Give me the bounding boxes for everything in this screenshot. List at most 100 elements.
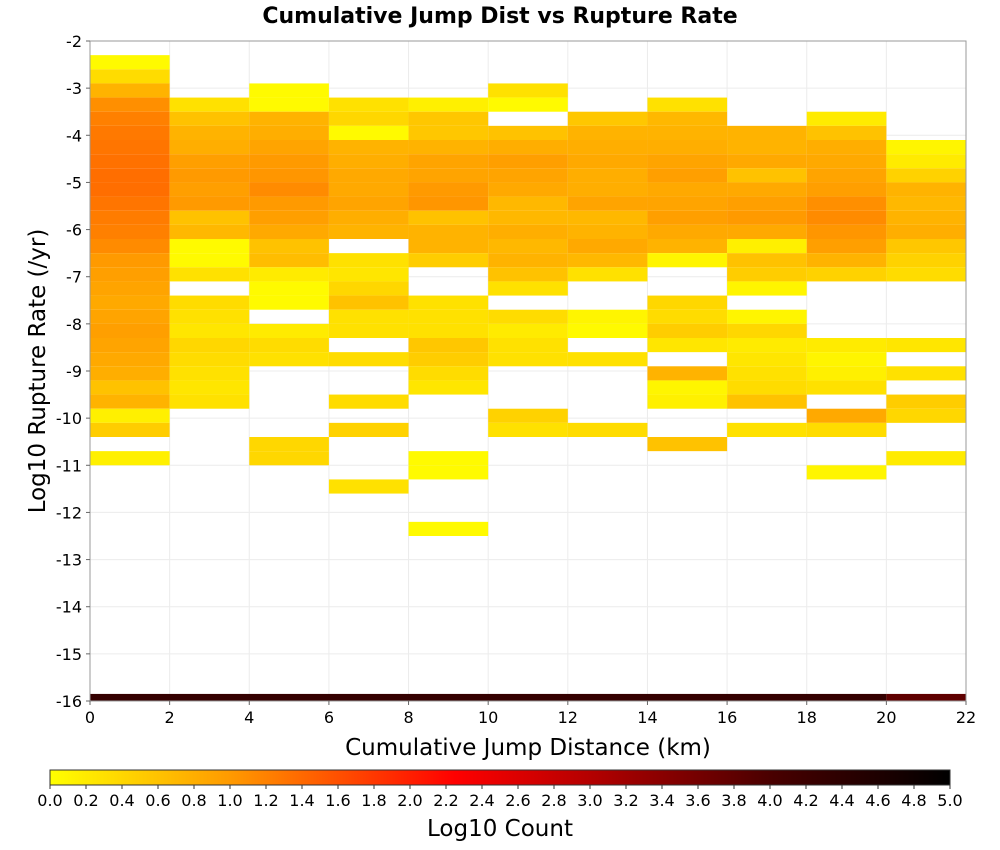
heatmap-cell: [806, 111, 887, 126]
heatmap-cell: [90, 140, 170, 155]
colorbar-tick-label: 1.4: [289, 791, 314, 810]
heatmap-cell: [806, 224, 887, 239]
heatmap-cell: [249, 323, 329, 338]
heatmap-cell: [90, 210, 170, 225]
heatmap-cell: [886, 168, 966, 183]
colorbar-tick-label: 2.0: [397, 791, 422, 810]
heatmap-cell: [169, 210, 250, 225]
heatmap-cell: [727, 125, 807, 140]
heatmap-cell: [90, 97, 170, 112]
heatmap-cell: [806, 408, 887, 423]
heatmap-cell: [886, 394, 966, 409]
x-tick-label: 0: [85, 708, 95, 727]
heatmap-cell: [328, 394, 409, 409]
heatmap-cell: [90, 267, 170, 282]
heatmap-cell: [90, 111, 170, 126]
heatmap-cell: [169, 338, 250, 353]
heatmap-cells: [90, 55, 966, 701]
heatmap-cell: [886, 253, 966, 268]
heatmap-cell: [249, 154, 329, 169]
colorbar-tick-label: 4.6: [865, 791, 890, 810]
heatmap-cell: [169, 140, 250, 155]
colorbar-tick-label: 4.8: [901, 791, 926, 810]
heatmap-cell: [806, 168, 887, 183]
heatmap-cell: [408, 380, 489, 395]
heatmap-cell: [647, 295, 728, 310]
heatmap-cell: [567, 323, 648, 338]
heatmap-cell: [727, 182, 807, 197]
heatmap-cell: [169, 366, 250, 381]
heatmap-cell: [647, 125, 728, 140]
heatmap-cell: [328, 323, 409, 338]
heatmap-cell: [90, 253, 170, 268]
heatmap-cell: [806, 352, 887, 367]
heatmap-cell: [249, 437, 329, 452]
colorbar-tick-label: 4.2: [793, 791, 818, 810]
colorbar-tick-label: 1.8: [361, 791, 386, 810]
y-tick-label: -3: [66, 79, 82, 98]
heatmap-cell: [567, 125, 648, 140]
heatmap-cell: [727, 422, 807, 437]
heatmap-cell: [90, 281, 170, 296]
heatmap-cell: [90, 366, 170, 381]
heatmap-cell: [408, 352, 489, 367]
heatmap-cell: [806, 125, 887, 140]
heatmap-cell: [647, 253, 728, 268]
heatmap-cell: [806, 465, 887, 480]
colorbar-label: Log10 Count: [427, 816, 573, 842]
heatmap-cell: [567, 267, 648, 282]
heatmap-cell: [727, 168, 807, 183]
heatmap-cell: [249, 182, 329, 197]
heatmap-cell: [90, 182, 170, 197]
heatmap-cell: [408, 111, 489, 126]
heatmap-cell: [647, 309, 728, 324]
heatmap-cell: [169, 295, 250, 310]
colorbar-tick-label: 2.8: [541, 791, 566, 810]
heatmap-cell: [727, 196, 807, 211]
heatmap-cell: [886, 366, 966, 381]
heatmap-cell: [90, 239, 170, 254]
heatmap-cell: [727, 338, 807, 353]
y-axis: -2 -3 -4 -5 -6 -7 -8 -9 -10 -11 -12 -13 -14 -15 -16: [56, 32, 90, 711]
heatmap-cell: [647, 196, 728, 211]
y-tick-label: -14: [56, 598, 82, 617]
heatmap-cell: [886, 451, 966, 466]
heatmap-cell: [328, 125, 409, 140]
heatmap-cell: [249, 338, 329, 353]
heatmap-cell: [328, 281, 409, 296]
heatmap-cell: [488, 182, 568, 197]
heatmap-cell: [647, 380, 728, 395]
heatmap-cell: [169, 239, 250, 254]
heatmap-cell: [328, 168, 409, 183]
colorbar-tick-label: 2.4: [469, 791, 494, 810]
heatmap-cell: [727, 352, 807, 367]
heatmap-cell: [488, 338, 568, 353]
heatmap-cell: [647, 140, 728, 155]
heatmap-cell: [488, 97, 568, 112]
heatmap-cell: [249, 196, 329, 211]
heatmap-cell: [488, 253, 568, 268]
heatmap-cell: [488, 168, 568, 183]
heatmap-cell: [90, 196, 170, 211]
heatmap-cell: [567, 140, 648, 155]
heatmap-cell: [488, 196, 568, 211]
x-tick-label: 20: [876, 708, 896, 727]
colorbar-tick-label: 4.0: [757, 791, 782, 810]
heatmap-cell: [647, 111, 728, 126]
colorbar-tick-label: 1.6: [325, 791, 350, 810]
heatmap-cell: [328, 352, 409, 367]
x-axis-label: Cumulative Jump Distance (km): [345, 735, 711, 761]
heatmap-cell: [567, 422, 648, 437]
heatmap-cell: [249, 83, 329, 98]
heatmap-cell: [886, 154, 966, 169]
heatmap-cell: [328, 154, 409, 169]
heatmap-cell: [328, 111, 409, 126]
heatmap-cell: [90, 422, 170, 437]
y-tick-label: -6: [66, 221, 82, 240]
heatmap-cell: [90, 295, 170, 310]
heatmap-cell: [90, 380, 170, 395]
heatmap-cell: [806, 253, 887, 268]
heatmap-cell: [567, 210, 648, 225]
heatmap-cell: [90, 323, 170, 338]
heatmap-cell: [169, 309, 250, 324]
